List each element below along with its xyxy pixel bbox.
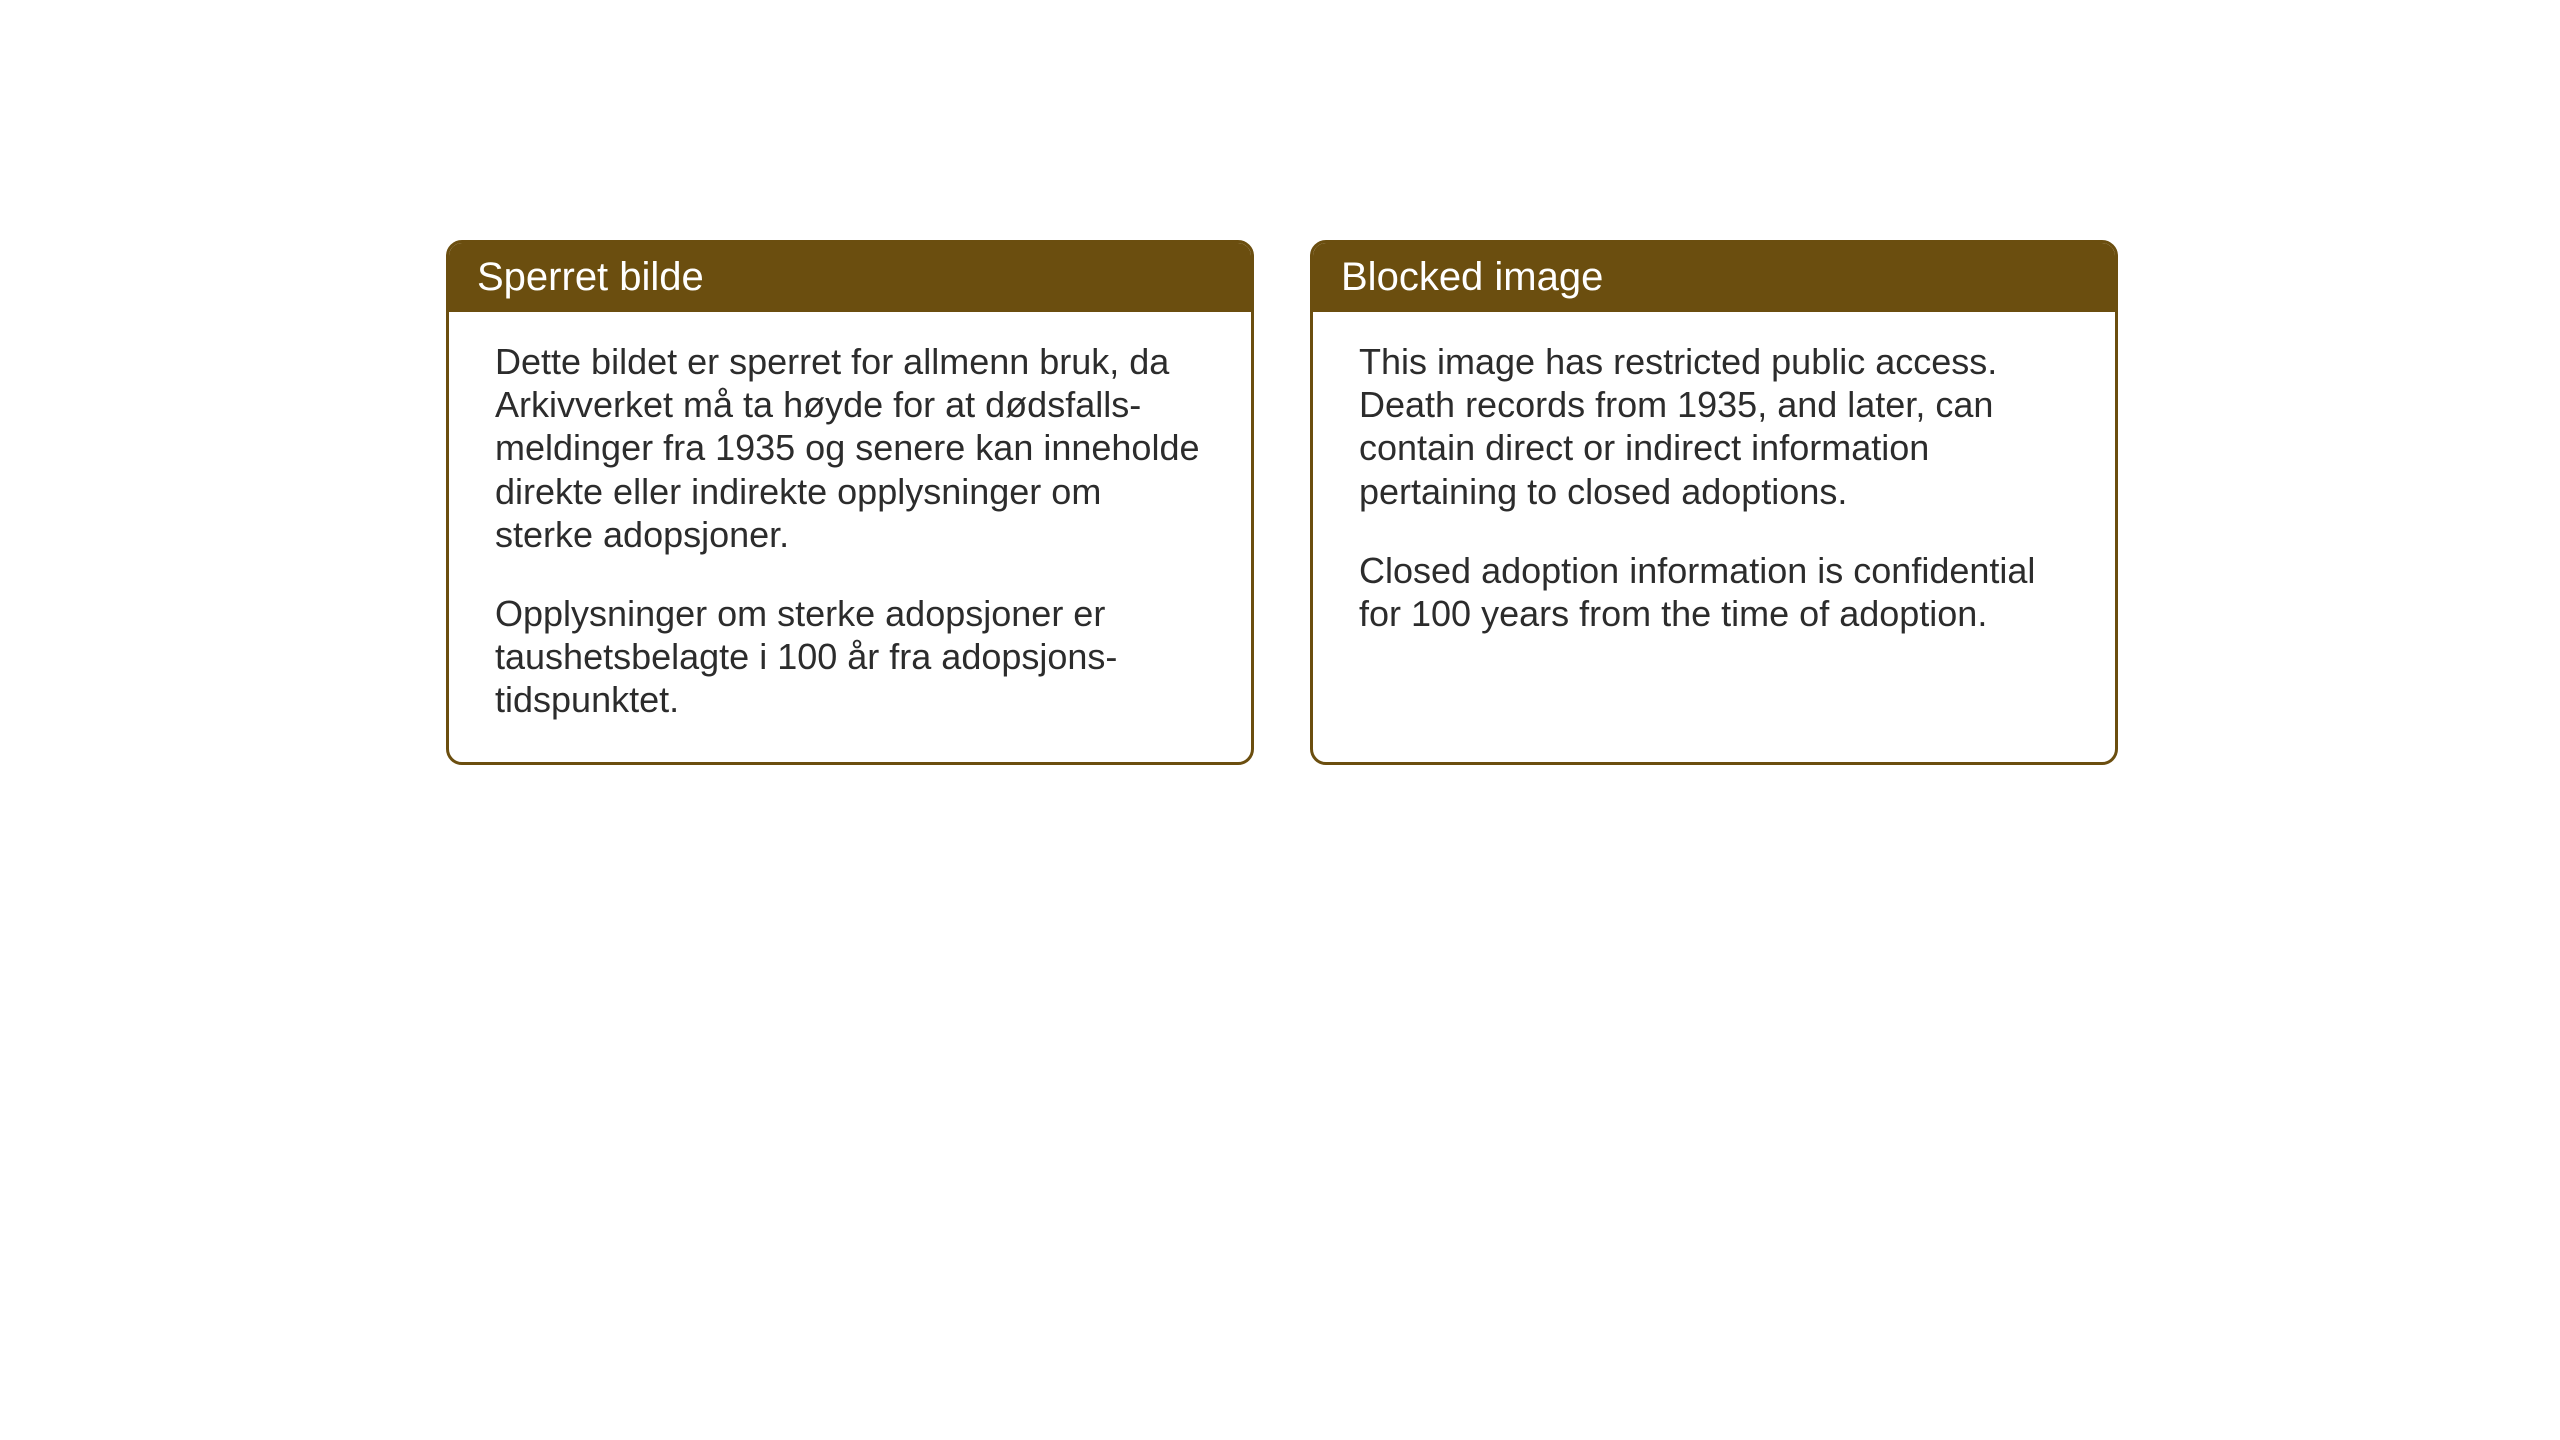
card-header-english: Blocked image [1313, 243, 2115, 312]
card-paragraph-2-english: Closed adoption information is confident… [1359, 549, 2069, 635]
cards-container: Sperret bilde Dette bildet er sperret fo… [446, 240, 2118, 765]
card-title-english: Blocked image [1341, 255, 1603, 299]
card-body-english: This image has restricted public access.… [1313, 312, 2115, 675]
card-norwegian: Sperret bilde Dette bildet er sperret fo… [446, 240, 1254, 765]
card-paragraph-1-english: This image has restricted public access.… [1359, 340, 2069, 513]
card-english: Blocked image This image has restricted … [1310, 240, 2118, 765]
card-header-norwegian: Sperret bilde [449, 243, 1251, 312]
card-paragraph-2-norwegian: Opplysninger om sterke adopsjoner er tau… [495, 592, 1205, 722]
card-body-norwegian: Dette bildet er sperret for allmenn bruk… [449, 312, 1251, 762]
card-paragraph-1-norwegian: Dette bildet er sperret for allmenn bruk… [495, 340, 1205, 556]
card-title-norwegian: Sperret bilde [477, 255, 704, 299]
